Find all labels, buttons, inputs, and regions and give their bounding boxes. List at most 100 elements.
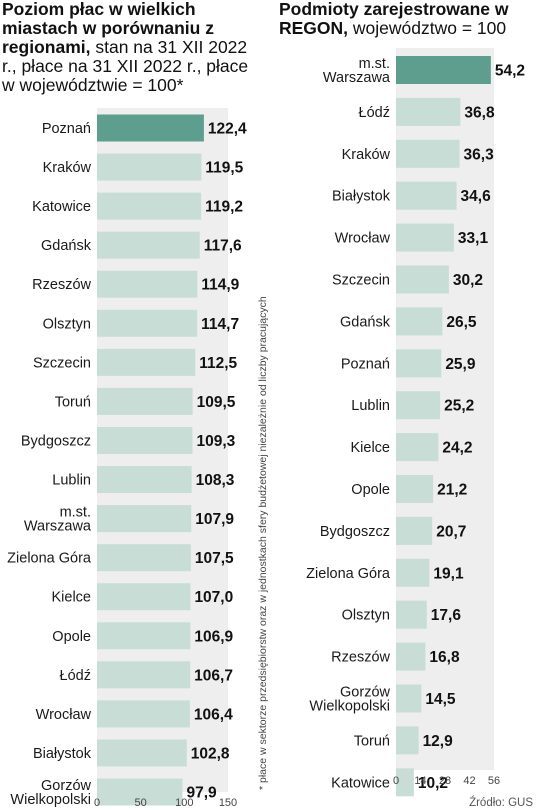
right-chart-category-label: Białystok xyxy=(332,189,391,205)
right-chart-bar xyxy=(396,768,414,797)
right-chart-category-label: Toruń xyxy=(354,733,390,749)
left-chart-bar xyxy=(97,505,192,533)
right-chart-value-label: 34,6 xyxy=(461,188,492,205)
right-chart-category-label: Lublin xyxy=(351,398,390,414)
left-chart-value-label: 106,9 xyxy=(194,628,233,645)
left-chart-value-label: 112,5 xyxy=(199,355,237,372)
right-chart-category-label: Zielona Góra xyxy=(306,566,391,582)
left-chart-title: Poziom płac w wielkich miastach w porówn… xyxy=(2,0,249,95)
right-chart-category-label: Warszawa xyxy=(323,70,391,86)
left-chart-category-label: Wrocław xyxy=(36,707,92,723)
left-chart-category-label: Lublin xyxy=(52,473,91,489)
left-chart-value-label: 107,9 xyxy=(195,511,234,528)
left-chart-bar xyxy=(97,348,196,376)
left-chart-category-label: Wielkopolski xyxy=(10,792,91,808)
right-chart-value-label: 54,2 xyxy=(495,63,525,80)
right-chart-bar xyxy=(396,391,441,420)
left-chart-value-label: 102,8 xyxy=(191,745,230,762)
left-chart-value-label: 109,3 xyxy=(196,433,235,450)
left-chart-bar xyxy=(97,114,204,142)
left-chart-category-label: Poznań xyxy=(42,121,91,137)
right-chart-bar xyxy=(396,516,433,545)
left-chart-bar xyxy=(97,192,202,220)
right-chart-category-label: Poznań xyxy=(341,356,390,372)
right-chart-value-label: 17,6 xyxy=(431,607,462,624)
right-chart-bar xyxy=(396,558,430,587)
right-chart-bar xyxy=(396,684,422,713)
right-chart-bar xyxy=(396,600,427,629)
left-chart-category-label: Bydgoszcz xyxy=(21,433,91,449)
left-chart-value-label: 108,3 xyxy=(196,472,235,489)
left-chart-bar xyxy=(97,153,202,181)
right-chart-category-label: Gdańsk xyxy=(340,314,391,330)
right-chart-category-label: Szczecin xyxy=(332,273,390,289)
left-chart-footnote: * płace w sektorze przedsiębiorstw oraz … xyxy=(257,296,269,790)
right-chart-bar xyxy=(396,181,457,210)
right-chart-bar xyxy=(396,726,419,755)
right-chart-category-label: Gorzów xyxy=(340,685,390,701)
left-chart-value-label: 106,7 xyxy=(194,667,233,684)
right-chart-value-label: 24,2 xyxy=(442,440,472,457)
right-chart-bar xyxy=(396,97,461,126)
right-chart-bar xyxy=(396,349,442,378)
left-chart-category-label: Olsztyn xyxy=(43,316,91,332)
right-chart-category-label: Bydgoszcz xyxy=(320,524,390,540)
left-chart-category-label: Rzeszów xyxy=(32,277,91,293)
left-chart-bar xyxy=(97,270,198,298)
left-chart-category-label: Katowice xyxy=(32,199,91,215)
left-chart-bar xyxy=(97,544,191,572)
left-chart-value-label: 114,7 xyxy=(201,316,239,333)
left-chart-bar xyxy=(97,387,193,415)
right-chart-bars: 54,2 m.st.Warszawa 36,8 Łódź 36,3 Kraków 34,6 B… xyxy=(306,56,525,797)
left-chart-tick-label: 150 xyxy=(219,797,237,809)
right-chart-value-label: 25,9 xyxy=(445,356,476,373)
right-chart-value-label: 16,8 xyxy=(429,649,460,666)
right-chart-value-label: 25,2 xyxy=(444,398,474,415)
right-chart-value-label: 21,2 xyxy=(437,482,467,499)
right-chart-bar xyxy=(396,642,426,671)
left-chart-value-label: 107,0 xyxy=(194,589,233,606)
left-chart-bar xyxy=(97,739,187,767)
left-chart-tick-label: 50 xyxy=(135,797,147,809)
left-chart-bar xyxy=(97,778,183,806)
right-chart-category-label: Kielce xyxy=(351,440,391,456)
left-chart-bar xyxy=(97,466,192,494)
right-chart-title: Podmioty zarejestrowane w REGON, wojewód… xyxy=(279,0,509,38)
right-chart-category-label: m.st. xyxy=(359,56,390,72)
right-chart-category-label: Łódź xyxy=(359,105,390,121)
left-chart-category-label: Gorzów xyxy=(41,778,91,794)
right-chart-bar xyxy=(396,475,434,503)
right-chart-value-label: 14,5 xyxy=(425,691,456,708)
right-chart-value-label: 26,5 xyxy=(446,314,477,331)
right-chart-category-label: Wielkopolski xyxy=(309,699,390,715)
right-chart-category-label: Kraków xyxy=(342,147,391,163)
left-chart-category-label: Warszawa xyxy=(24,519,92,535)
left-chart-category-label: m.st. xyxy=(60,505,91,521)
right-chart-value-label: 19,1 xyxy=(433,565,464,582)
left-chart-value-label: 97,9 xyxy=(186,785,217,802)
right-chart-bar xyxy=(396,56,491,84)
left-chart-bar xyxy=(97,661,191,689)
left-chart-value-label: 109,5 xyxy=(197,394,236,411)
left-chart-category-label: Gdańsk xyxy=(41,238,92,254)
left-chart-category-label: Kraków xyxy=(43,160,92,176)
left-chart-category-label: Zielona Góra xyxy=(7,551,92,567)
right-chart-bar xyxy=(396,139,460,168)
left-chart-bar xyxy=(97,231,200,259)
right-chart-tick-label: 42 xyxy=(463,775,475,787)
left-chart-category-label: Toruń xyxy=(55,394,91,410)
right-chart-value-label: 33,1 xyxy=(458,230,489,247)
left-chart-value-label: 122,4 xyxy=(208,121,247,138)
right-chart-category-label: Wrocław xyxy=(335,231,391,247)
right-chart-bar xyxy=(396,433,439,462)
left-chart-value-label: 114,9 xyxy=(201,277,239,294)
right-chart-value-label: 10,2 xyxy=(418,775,448,792)
left-chart-bar xyxy=(97,700,190,728)
left-chart-bars: 122,4 Poznań 119,5 Kraków 119,2 Katowice 117,6… xyxy=(7,114,247,809)
left-chart-value-label: 106,4 xyxy=(194,706,233,723)
left-chart-category-label: Białystok xyxy=(33,746,92,762)
right-chart-category-label: Rzeszów xyxy=(331,650,390,666)
left-chart-category-label: Łódź xyxy=(60,668,91,684)
right-chart-tick-label: 14 xyxy=(414,775,426,787)
